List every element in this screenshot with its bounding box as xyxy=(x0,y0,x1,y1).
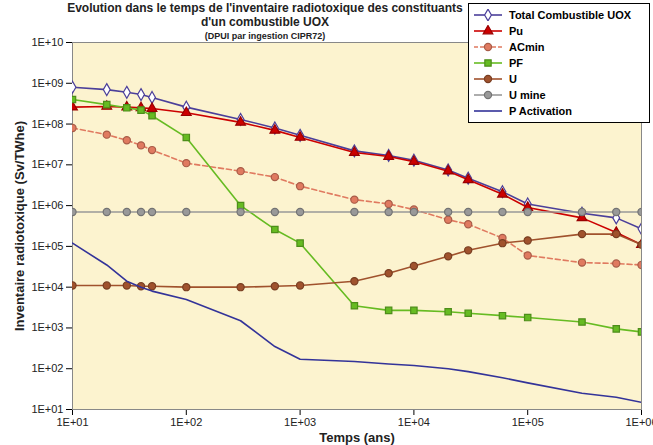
html-text:P Activation: P Activation xyxy=(509,105,572,117)
svg-text:1E+01: 1E+01 xyxy=(31,403,63,415)
svg-text:1E+07: 1E+07 xyxy=(31,158,63,170)
html-text:U mine: U mine xyxy=(509,89,546,101)
svg-text:Temps (ans): Temps (ans) xyxy=(319,430,395,445)
svg-text:1E+04: 1E+04 xyxy=(398,416,430,428)
svg-text:Inventaire radiotoxique (Sv/TW: Inventaire radiotoxique (Sv/TWhe) xyxy=(12,121,27,331)
svg-text:1E+03: 1E+03 xyxy=(31,321,63,333)
svg-text:1E+09: 1E+09 xyxy=(31,77,63,89)
html-text:U: U xyxy=(509,73,517,85)
svg-text:1E+02: 1E+02 xyxy=(170,416,202,428)
html-text:Pu: Pu xyxy=(509,25,524,37)
svg-text:1E+10: 1E+10 xyxy=(31,36,63,48)
html-text:(DPUI par ingestion CIPR72): (DPUI par ingestion CIPR72) xyxy=(204,31,326,41)
svg-text:1E+05: 1E+05 xyxy=(31,240,63,252)
html-text:Evolution dans le temps de l'i: Evolution dans le temps de l'inventaire … xyxy=(67,1,463,29)
svg-text:1E+03: 1E+03 xyxy=(284,416,316,428)
svg-text:1E+04: 1E+04 xyxy=(31,281,63,293)
svg-text:1E+06: 1E+06 xyxy=(625,416,653,428)
svg-text:1E+05: 1E+05 xyxy=(512,416,544,428)
svg-text:1E+06: 1E+06 xyxy=(31,199,63,211)
html-text:PF: PF xyxy=(509,57,524,69)
html-text:ACmin: ACmin xyxy=(509,41,545,53)
html-text:Total Combustible UOX: Total Combustible UOX xyxy=(509,9,631,21)
svg-text:1E+01: 1E+01 xyxy=(56,416,88,428)
svg-text:1E+02: 1E+02 xyxy=(31,362,63,374)
svg-text:1E+08: 1E+08 xyxy=(31,118,63,130)
